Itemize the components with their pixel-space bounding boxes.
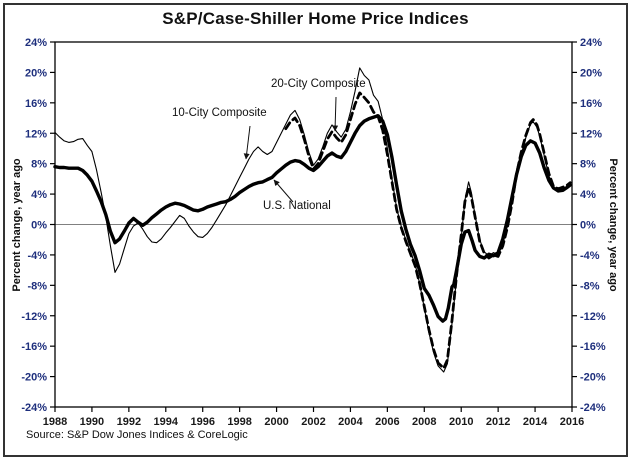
y-tick-label-right: 24%	[580, 37, 602, 49]
x-tick-label: 2010	[449, 416, 473, 428]
annotation-arrow	[243, 125, 251, 160]
y-tick-label-left: -12%	[21, 311, 47, 323]
y-tick-label-right: 16%	[580, 98, 602, 110]
x-tick-label: 1996	[190, 416, 214, 428]
x-tick-label: 2008	[412, 416, 436, 428]
y-tick-label-right: 4%	[580, 189, 596, 201]
y-tick-label-left: 20%	[25, 67, 47, 79]
series-line-20-city	[284, 91, 572, 370]
y-tick-label-left: -20%	[21, 372, 47, 384]
series-label-10-city: 10-City Composite	[172, 107, 267, 119]
x-tick-label: 2002	[301, 416, 325, 428]
series-label-us-national: U.S. National	[263, 200, 331, 212]
y-tick-label-left: -4%	[27, 250, 47, 262]
y-tick-label-left: 0%	[31, 220, 47, 232]
annotation-arrow	[273, 179, 294, 203]
x-tick-label: 1994	[154, 416, 179, 428]
y-tick-label-left: -8%	[27, 280, 47, 292]
x-tick-label: 2000	[264, 416, 288, 428]
source-note: Source: S&P Dow Jones Indices & CoreLogi…	[26, 429, 248, 441]
outer-frame	[3, 3, 628, 457]
series-line-us-national	[53, 114, 572, 323]
y-tick-label-right: -16%	[580, 341, 606, 353]
plot-border	[54, 41, 573, 408]
y-tick-label-right: 12%	[580, 128, 602, 140]
chart-title: S&P/Case-Shiller Home Price Indices	[162, 9, 469, 28]
y-tick-label-left: 8%	[31, 159, 47, 171]
x-tick-label: 1992	[117, 416, 141, 428]
y-tick-label-left: -24%	[21, 402, 47, 414]
y-tick-label-left: 24%	[25, 37, 47, 49]
x-tick-label: 2004	[338, 416, 363, 428]
y-axis-title-right: Percent change, year ago	[607, 158, 619, 292]
y-tick-label-left: 4%	[31, 189, 47, 201]
y-tick-label-right: 0%	[580, 220, 596, 232]
x-tick-label: 2014	[523, 416, 548, 428]
y-tick-label-right: 8%	[580, 159, 596, 171]
y-tick-label-right: 20%	[580, 67, 602, 79]
x-tick-label: 2016	[560, 416, 584, 428]
series-label-20-city: 20-City Composite	[271, 78, 366, 90]
annotation-arrow	[332, 96, 339, 132]
y-tick-label-left: -16%	[21, 341, 47, 353]
y-tick-label-right: -8%	[580, 280, 600, 292]
x-tick-label: 1988	[43, 416, 67, 428]
y-tick-label-right: -12%	[580, 311, 606, 323]
x-tick-label: 1990	[80, 416, 104, 428]
y-tick-label-left: 12%	[25, 128, 47, 140]
x-tick-label: 2012	[486, 416, 510, 428]
x-tick-label: 1998	[227, 416, 251, 428]
y-tick-label-left: 16%	[25, 98, 47, 110]
x-tick-label: 2006	[375, 416, 399, 428]
y-tick-label-right: -4%	[580, 250, 600, 262]
y-tick-label-right: -24%	[580, 402, 606, 414]
y-tick-label-right: -20%	[580, 372, 606, 384]
y-axis-title-left: Percent change, year ago	[11, 158, 23, 292]
